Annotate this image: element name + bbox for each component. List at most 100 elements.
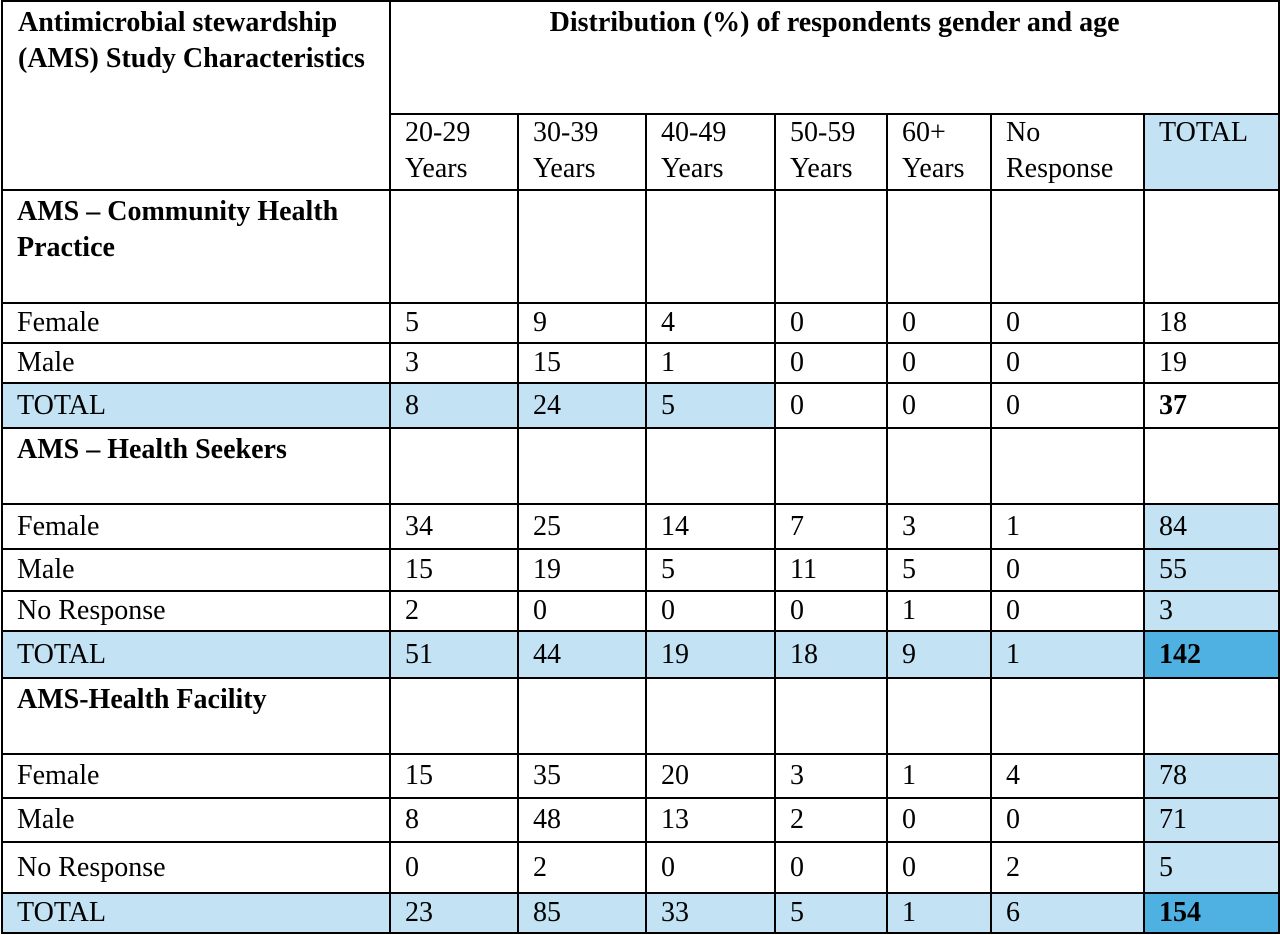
- total-cell: 9: [886, 630, 992, 679]
- grand-total-cell: 154: [1142, 892, 1280, 934]
- column-header: 50-59 Years: [774, 113, 888, 191]
- table-cell: 0: [990, 342, 1145, 384]
- table-cell: 0: [990, 590, 1145, 632]
- table-cell: 2: [990, 841, 1145, 894]
- table-cell: 1: [990, 503, 1145, 550]
- table-cell: 0: [389, 841, 519, 894]
- row-label: No Response: [1, 841, 391, 894]
- table-cell-total: 5: [1142, 841, 1280, 894]
- total-cell: 18: [774, 630, 888, 679]
- column-header-total: TOTAL: [1142, 113, 1280, 191]
- row-label: Male: [1, 548, 391, 592]
- section-title: AMS – Health Seekers: [1, 427, 391, 505]
- total-cell: 8: [389, 382, 519, 429]
- total-cell: 1: [886, 892, 992, 934]
- total-cell: 23: [389, 892, 519, 934]
- table-cell-total: 55: [1142, 548, 1280, 592]
- total-cell: 1: [990, 630, 1145, 679]
- grand-total-cell: 142: [1142, 630, 1280, 679]
- total-cell: 44: [517, 630, 647, 679]
- row-label: Female: [1, 753, 391, 799]
- table-cell: 4: [990, 753, 1145, 799]
- column-header: 20-29 Years: [389, 113, 519, 191]
- total-cell: 19: [645, 630, 776, 679]
- total-label: TOTAL: [1, 382, 391, 429]
- total-row: TOTAL 51 44 19 18 9 1 142: [1, 630, 1280, 679]
- table-row: Female 34 25 14 7 3 1 84: [1, 503, 1280, 550]
- section-title: AMS-Health Facility: [1, 677, 391, 755]
- table-cell: 0: [886, 342, 992, 384]
- total-cell: 0: [774, 382, 888, 429]
- total-cell: 33: [645, 892, 776, 934]
- table-cell: 1: [886, 753, 992, 799]
- table-row: No Response 0 2 0 0 0 2 5: [1, 841, 1280, 894]
- table-cell: 4: [645, 302, 776, 344]
- distribution-header: Distribution (%) of respondents gender a…: [388, 0, 1280, 115]
- row-label: Female: [1, 503, 391, 550]
- table-cell-total: 78: [1142, 753, 1280, 799]
- table-cell: 2: [774, 797, 888, 843]
- table-cell: 0: [774, 342, 888, 384]
- table-cell: 15: [389, 753, 519, 799]
- table-cell: 35: [517, 753, 647, 799]
- total-cell: 6: [990, 892, 1145, 934]
- table-cell-total: 19: [1142, 342, 1280, 384]
- table-cell-total: 3: [1142, 590, 1280, 632]
- table-cell: 3: [886, 503, 992, 550]
- total-cell: 0: [886, 382, 992, 429]
- table-cell: 5: [886, 548, 992, 592]
- table-cell: 2: [517, 841, 647, 894]
- total-cell: 5: [645, 382, 776, 429]
- table-cell: 3: [774, 753, 888, 799]
- table-cell: 0: [774, 841, 888, 894]
- table-cell: 0: [645, 841, 776, 894]
- table-cell: 15: [517, 342, 647, 384]
- column-header: No Response: [990, 113, 1145, 191]
- table-cell: 0: [886, 841, 992, 894]
- table-cell: 0: [990, 797, 1145, 843]
- section-header-row: AMS – Health Seekers: [1, 427, 1280, 505]
- total-row: TOTAL 8 24 5 0 0 0 37: [1, 382, 1280, 429]
- section-header-row: AMS-Health Facility: [1, 677, 1280, 755]
- table-cell: 11: [774, 548, 888, 592]
- table-cell: 7: [774, 503, 888, 550]
- table-row: Female 5 9 4 0 0 0 18: [1, 302, 1280, 344]
- total-cell: 85: [517, 892, 647, 934]
- total-cell: 5: [774, 892, 888, 934]
- table-cell: 20: [645, 753, 776, 799]
- row-label: Male: [1, 797, 391, 843]
- table-row: Male 15 19 5 11 5 0 55: [1, 548, 1280, 592]
- table-row: No Response 2 0 0 0 1 0 3: [1, 590, 1280, 632]
- table-cell: 2: [389, 590, 519, 632]
- total-cell: 51: [389, 630, 519, 679]
- column-header: 40-49 Years: [645, 113, 776, 191]
- table-row: Male 3 15 1 0 0 0 19: [1, 342, 1280, 384]
- section-header-row: AMS – Community Health Practice: [1, 189, 1280, 304]
- table-cell-total: 84: [1142, 503, 1280, 550]
- table-cell: 0: [517, 590, 647, 632]
- table-cell: 5: [389, 302, 519, 344]
- table-cell: 48: [517, 797, 647, 843]
- table-cell: 0: [990, 302, 1145, 344]
- table-cell: 8: [389, 797, 519, 843]
- table-cell: 0: [886, 302, 992, 344]
- table-cell: 9: [517, 302, 647, 344]
- table-cell: 0: [645, 590, 776, 632]
- table-cell: 19: [517, 548, 647, 592]
- section-title: AMS – Community Health Practice: [1, 189, 391, 304]
- total-row: TOTAL 23 85 33 5 1 6 154: [1, 892, 1280, 934]
- table-cell: 5: [645, 548, 776, 592]
- row-label: Male: [1, 342, 391, 384]
- column-header: 60+ Years: [886, 113, 992, 191]
- table-cell: 3: [389, 342, 519, 384]
- table-cell-total: 71: [1142, 797, 1280, 843]
- table-cell: 0: [774, 302, 888, 344]
- header-row-title: Antimicrobial stewardship (AMS) Study Ch…: [1, 0, 1280, 191]
- table-cell: 15: [389, 548, 519, 592]
- characteristics-header: Antimicrobial stewardship (AMS) Study Ch…: [1, 0, 391, 191]
- table-cell: 13: [645, 797, 776, 843]
- table-cell: 14: [645, 503, 776, 550]
- table-cell: 25: [517, 503, 647, 550]
- column-header: 30-39 Years: [517, 113, 647, 191]
